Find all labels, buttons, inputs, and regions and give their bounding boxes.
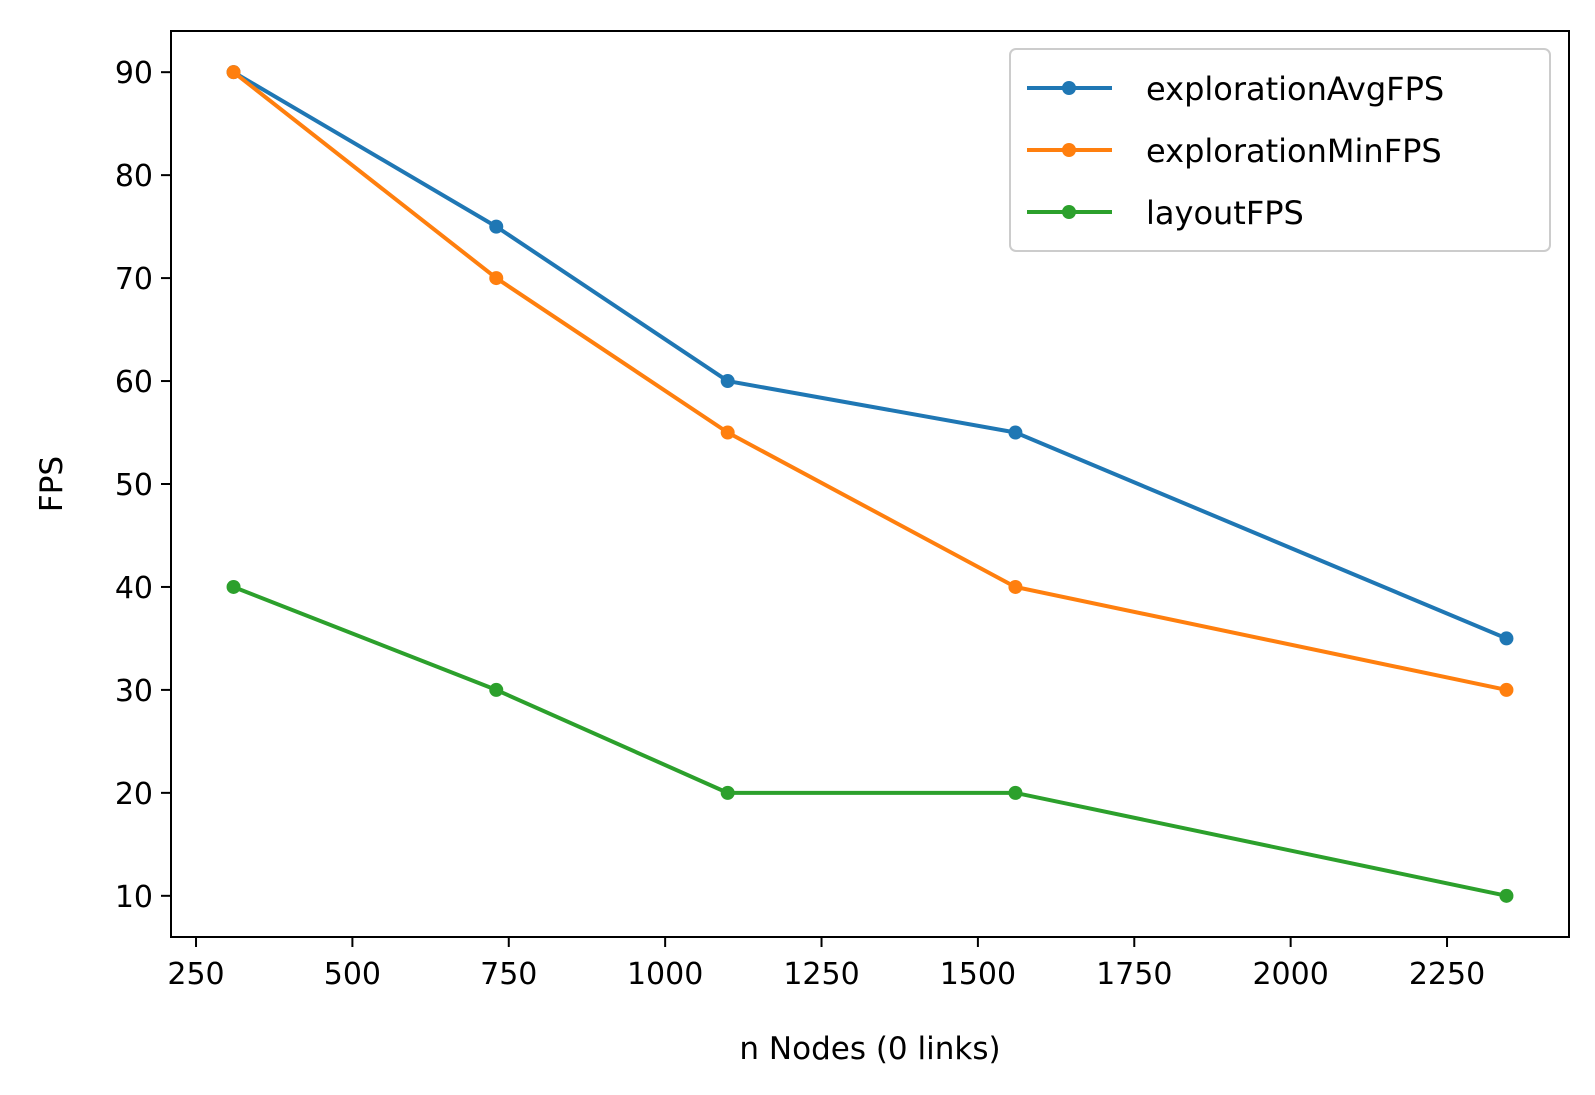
x-tick-label: 1500 [940,957,1016,992]
legend-label: explorationAvgFPS [1146,70,1444,108]
y-tick-label: 50 [115,468,153,503]
x-tick-label: 750 [480,957,537,992]
x-tick-label: 500 [324,957,381,992]
y-tick-label: 80 [115,159,153,194]
data-point-explorationMinFPS [720,425,735,440]
x-tick-label: 1750 [1096,957,1172,992]
x-tick-label: 2000 [1252,957,1328,992]
data-point-explorationMinFPS [489,271,504,286]
data-point-explorationAvgFPS [1008,425,1023,440]
plot-frame [170,30,1570,938]
plot-series [226,65,1514,903]
data-point-layoutFPS [720,785,735,800]
x-tick-label: 1250 [783,957,859,992]
legend-label: layoutFPS [1146,194,1304,232]
legend-label: explorationMinFPS [1146,132,1442,170]
y-tick-label: 20 [115,777,153,812]
data-point-explorationMinFPS [1499,682,1514,697]
y-tick-label: 30 [115,674,153,709]
legend: explorationAvgFPS explorationMinFPS layout… [1009,48,1551,252]
legend-swatch-marker [1062,143,1076,157]
y-tick-label: 90 [115,56,153,91]
data-point-layoutFPS [489,682,504,697]
x-tick-label: 2250 [1409,957,1485,992]
legend-box [1009,48,1551,252]
data-point-layoutFPS [1499,888,1514,903]
y-axis-title: FPS [34,456,70,512]
y-axis: 10 20 30 40 50 60 70 80 90 [115,56,171,915]
legend-swatch-marker [1062,205,1076,219]
y-tick-label: 70 [115,262,153,297]
x-axis-title: n Nodes (0 links) [739,1031,1000,1067]
data-point-explorationAvgFPS [489,219,504,234]
y-tick-label: 60 [115,365,153,400]
data-point-layoutFPS [226,579,241,594]
data-point-explorationMinFPS [226,65,241,80]
legend-swatch-marker [1062,81,1076,95]
x-axis: 250 500 750 1000 1250 1500 1750 2000 2250 [167,937,1485,992]
y-tick-label: 40 [115,571,153,606]
x-tick-label: 1000 [627,957,703,992]
data-point-explorationMinFPS [1008,579,1023,594]
x-tick-label: 250 [167,957,224,992]
y-tick-label: 10 [115,880,153,915]
data-point-explorationAvgFPS [1499,631,1514,646]
data-point-layoutFPS [1008,785,1023,800]
data-point-explorationAvgFPS [720,374,735,389]
